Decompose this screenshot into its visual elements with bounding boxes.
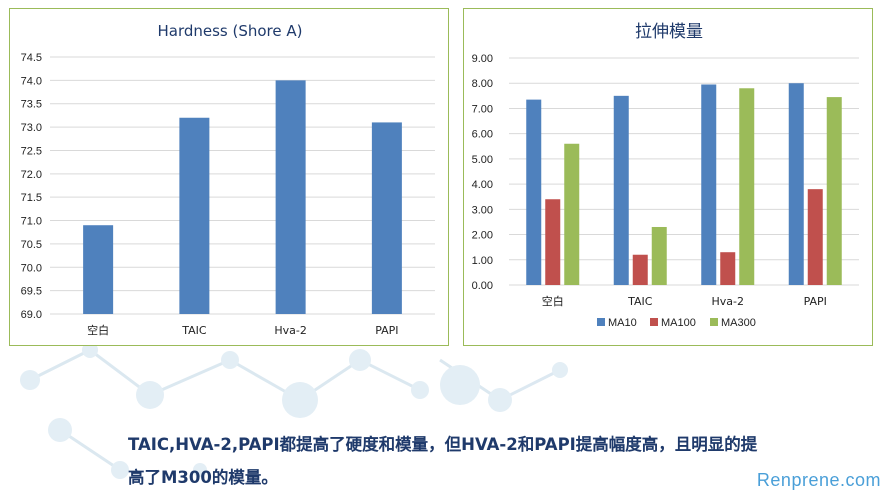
bar-ma300 xyxy=(564,143,580,285)
caption-line-2: 高了M300的模量。 xyxy=(128,468,278,487)
caption: TAIC,HVA-2,PAPI都提高了硬度和模量，但HVA-2和PAPI提高幅度… xyxy=(128,428,828,494)
bar-ma10 xyxy=(613,95,629,285)
y-tick-label: 3.00 xyxy=(472,204,493,216)
legend-swatch xyxy=(650,318,658,326)
x-tick-label: PAPI xyxy=(804,295,827,308)
chart-title: 拉伸模量 xyxy=(635,22,703,42)
legend-label: MA100 xyxy=(661,317,696,329)
legend-label: MA10 xyxy=(608,317,637,329)
bar-ma300 xyxy=(651,226,667,285)
x-tick-label: PAPI xyxy=(375,324,398,337)
y-tick-label: 9.00 xyxy=(472,53,493,65)
x-tick-label: 空白 xyxy=(87,323,109,337)
x-tick-label: Hva-2 xyxy=(274,324,307,337)
bar-ma100 xyxy=(807,189,823,285)
modulus-chart: 拉伸模量 0.00 1.00 2.00 3.00 4.00 5.00 6.00 7.00 8.00… xyxy=(472,22,859,329)
legend-swatch xyxy=(597,318,605,326)
y-tick-label: 71.0 xyxy=(21,216,42,228)
bar xyxy=(179,117,210,314)
x-tick-label: TAIC xyxy=(627,295,653,308)
y-tick-label: 1.00 xyxy=(472,255,493,267)
bar-ma10 xyxy=(788,83,804,285)
bar-ma100 xyxy=(720,252,736,285)
bar-ma10 xyxy=(701,84,717,285)
bar xyxy=(275,80,306,314)
brand-watermark: Renprene.com xyxy=(756,470,881,490)
bar-ma300 xyxy=(826,97,842,285)
y-tick-label: 72.5 xyxy=(21,145,42,157)
bar-ma10 xyxy=(526,99,542,285)
y-tick-label: 71.5 xyxy=(21,192,42,204)
y-tick-label: 7.00 xyxy=(472,103,493,115)
modulus-chart-panel: 拉伸模量 0.00 1.00 2.00 3.00 4.00 5.00 6.00 7.00 8.00… xyxy=(463,8,873,346)
y-tick-label: 69.0 xyxy=(21,309,42,321)
y-tick-label: 6.00 xyxy=(472,129,493,141)
legend-item: MA300 xyxy=(710,317,756,329)
legend-item: MA10 xyxy=(597,317,637,329)
y-tick-label: 72.0 xyxy=(21,169,42,181)
y-tick-label: 0.00 xyxy=(472,280,493,292)
caption-line-1: TAIC,HVA-2,PAPI都提高了硬度和模量，但HVA-2和PAPI提高幅度… xyxy=(128,435,758,454)
bar-ma100 xyxy=(632,254,648,285)
y-tick-label: 8.00 xyxy=(472,78,493,90)
legend-item: MA100 xyxy=(650,317,696,329)
y-tick-label: 69.5 xyxy=(21,286,42,298)
y-tick-label: 73.5 xyxy=(21,99,42,111)
x-tick-label: 空白 xyxy=(542,294,564,308)
y-tick-label: 70.0 xyxy=(21,262,42,274)
legend-swatch xyxy=(710,318,718,326)
x-tick-label: TAIC xyxy=(181,324,207,337)
bar xyxy=(371,122,402,314)
chart-title: Hardness (Shore A) xyxy=(157,22,302,40)
y-tick-label: 4.00 xyxy=(472,179,493,191)
y-tick-label: 73.0 xyxy=(21,122,42,134)
hardness-chart: Hardness (Shore A) 69.0 69.5 70.0 70.5 71.0 71… xyxy=(21,22,435,337)
x-tick-label: Hva-2 xyxy=(712,295,745,308)
bar xyxy=(83,225,114,314)
y-tick-label: 5.00 xyxy=(472,154,493,166)
y-tick-label: 2.00 xyxy=(472,230,493,242)
hardness-chart-panel: Hardness (Shore A) 69.0 69.5 70.0 70.5 71.0 71… xyxy=(9,8,449,346)
y-tick-label: 70.5 xyxy=(21,239,42,251)
y-tick-label: 74.5 xyxy=(21,52,42,64)
bar-ma300 xyxy=(739,88,755,286)
legend-label: MA300 xyxy=(721,317,756,329)
y-tick-label: 74.0 xyxy=(21,75,42,87)
bar-ma100 xyxy=(545,199,561,285)
